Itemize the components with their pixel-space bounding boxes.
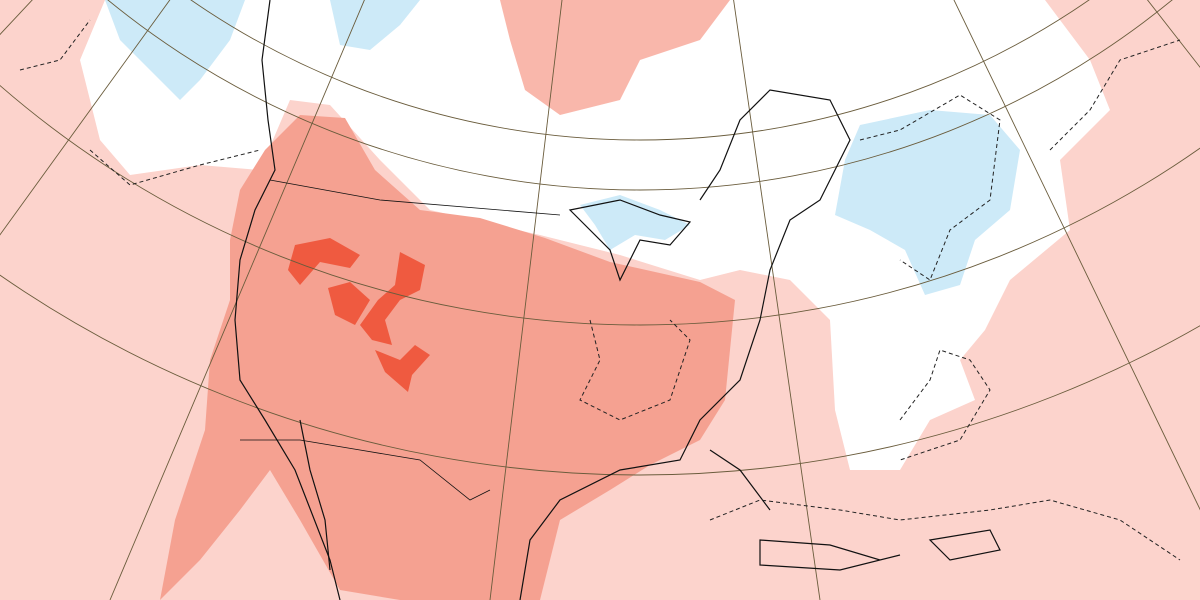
contour	[1049, 39, 1181, 151]
longitude-line	[953, 0, 1200, 511]
border-line	[240, 439, 491, 501]
contour	[899, 349, 991, 461]
coastline	[299, 419, 331, 571]
lake-shore	[568, 199, 692, 282]
coastline	[709, 449, 771, 511]
warm-spot	[328, 282, 370, 325]
island-shore	[928, 529, 1001, 561]
longitude-line	[0, 0, 171, 236]
contours	[19, 19, 1181, 561]
island-shore	[759, 539, 901, 571]
cool-area	[580, 195, 690, 250]
longitude-line	[733, 0, 821, 600]
longitude-line	[109, 0, 365, 600]
strong-warm-spots	[288, 238, 430, 392]
coastline	[234, 0, 341, 600]
warm-spot	[360, 252, 425, 345]
warm-region	[160, 115, 735, 600]
contour	[859, 94, 1001, 281]
contour	[89, 149, 261, 186]
contour	[579, 319, 691, 421]
warm-spot	[288, 238, 360, 285]
coastline	[519, 89, 851, 600]
contour	[709, 499, 1181, 561]
latitude-line	[190, 0, 1090, 141]
warm-spot	[375, 345, 430, 392]
border-line	[269, 179, 561, 216]
latitude-line	[0, 274, 1200, 476]
northern-warm-patch	[500, 0, 730, 115]
cool-area	[330, 0, 420, 50]
cool-area	[835, 110, 1020, 295]
latitude-line	[0, 84, 1200, 326]
latitude-line	[107, 0, 1173, 191]
longitude-line	[489, 0, 563, 600]
coastlines	[234, 0, 1001, 600]
